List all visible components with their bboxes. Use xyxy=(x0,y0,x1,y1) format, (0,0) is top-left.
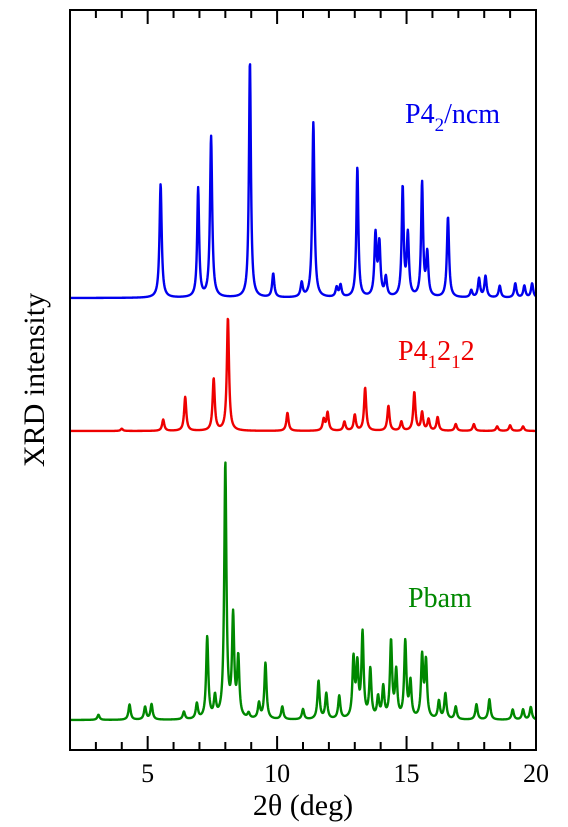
xrd-trace-pbam-2 xyxy=(69,461,537,722)
series-label: Pbam xyxy=(408,583,472,614)
xrd-trace-p4-0 xyxy=(69,63,537,300)
x-tick-label: 10 xyxy=(264,759,290,788)
y-axis-label: XRD intensity xyxy=(18,293,51,467)
x-axis-label: 2θ (deg) xyxy=(253,789,353,822)
series-label: P41212 xyxy=(398,336,475,373)
tick-group: 5 10 15 20 xyxy=(69,10,549,788)
trace-group xyxy=(69,63,537,722)
xrd-trace-p4-1 xyxy=(69,317,537,433)
series-label-group: P42/ncm P41212 Pbam xyxy=(398,99,500,614)
x-tick-label: 20 xyxy=(523,759,549,788)
x-tick-label: 15 xyxy=(394,759,420,788)
series-label: P42/ncm xyxy=(405,99,500,136)
x-tick-label: 5 xyxy=(141,759,154,788)
